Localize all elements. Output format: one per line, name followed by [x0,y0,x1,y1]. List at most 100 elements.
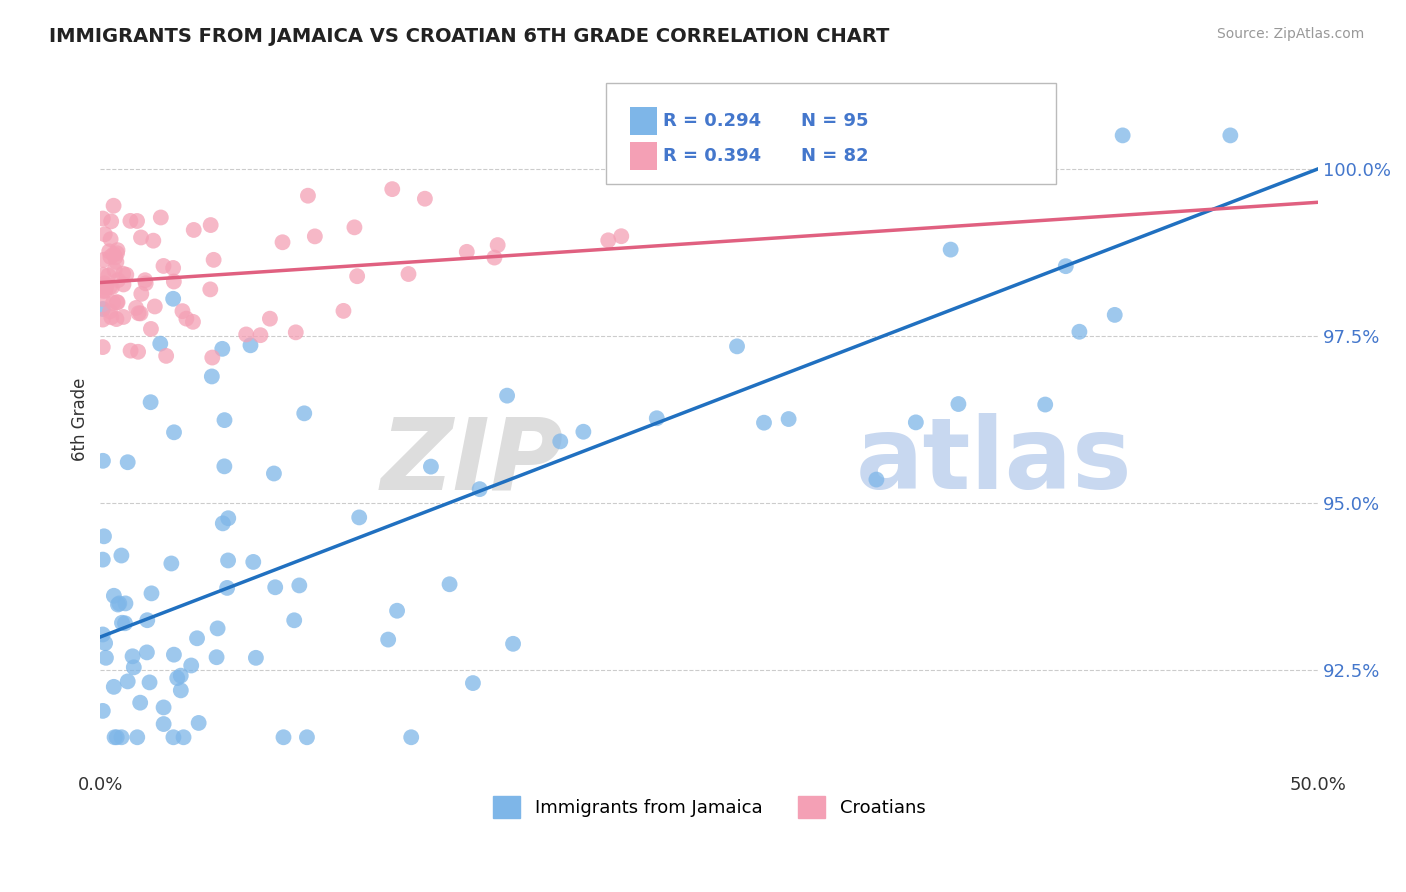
Point [103,731,125,745]
Point [139,322,162,336]
Point [97,268,120,283]
Point [461,676,484,690]
Point [264,580,287,594]
Point [284,326,307,340]
Point [101,280,124,294]
Point [122,660,145,674]
Point [105,295,128,310]
Point [162,260,184,275]
Point [149,336,172,351]
Point [263,467,285,481]
Legend: Immigrants from Jamaica, Croatians: Immigrants from Jamaica, Croatians [485,789,932,825]
Point [127,344,149,359]
Point [93,252,115,267]
Point [107,273,129,287]
Point [292,406,315,420]
Y-axis label: 6th Grade: 6th Grade [72,378,89,461]
Point [346,269,368,284]
Point [94,636,117,650]
Point [242,555,264,569]
Point [166,671,188,685]
Point [129,230,152,244]
Point [98,304,121,318]
Point [91,552,114,566]
Point [104,250,127,264]
Point [377,632,399,647]
Bar [630,142,657,170]
Point [217,511,239,525]
Text: R = 0.294: R = 0.294 [664,112,761,130]
FancyBboxPatch shape [606,83,1056,185]
Point [94,284,117,298]
Point [1069,325,1091,339]
Point [1054,259,1077,273]
Point [865,473,887,487]
Point [103,589,125,603]
Point [163,425,186,440]
Point [110,549,132,563]
Point [419,459,441,474]
Point [142,234,165,248]
Point [904,416,927,430]
Point [548,434,571,449]
Point [110,731,132,745]
Point [100,232,122,246]
Point [98,280,121,294]
Point [304,229,326,244]
Point [91,340,114,354]
Point [128,306,150,320]
Point [125,301,148,315]
Text: N = 95: N = 95 [800,112,868,130]
Point [214,459,236,474]
Point [572,425,595,439]
Point [398,267,420,281]
Point [456,244,478,259]
Point [91,627,114,641]
Point [645,411,668,425]
Point [111,615,134,630]
Point [259,311,281,326]
Point [1033,398,1056,412]
Point [170,683,193,698]
Point [127,731,149,745]
Point [249,328,271,343]
Point [152,259,174,273]
Point [91,454,114,468]
Point [160,557,183,571]
Point [114,596,136,610]
Text: N = 82: N = 82 [800,147,868,165]
Point [343,220,366,235]
Text: Source: ZipAtlas.com: Source: ZipAtlas.com [1216,27,1364,41]
Text: R = 0.394: R = 0.394 [664,147,761,165]
Point [297,188,319,202]
Point [725,339,748,353]
Point [138,675,160,690]
Point [201,369,224,384]
Point [91,211,114,226]
Point [91,704,114,718]
Point [181,315,204,329]
Point [104,263,127,277]
Point [686,167,709,181]
Point [205,650,228,665]
Point [105,312,128,326]
Point [100,250,122,264]
Point [107,598,129,612]
Point [105,255,128,269]
Point [1111,128,1133,143]
Point [117,455,139,469]
Point [163,275,186,289]
Point [105,731,128,745]
Point [413,192,436,206]
Point [131,286,153,301]
Point [105,246,128,260]
Point [187,715,209,730]
Point [101,295,124,310]
Point [94,650,117,665]
Point [502,637,524,651]
Point [271,235,294,250]
Point [121,649,143,664]
Text: atlas: atlas [855,413,1132,510]
Point [200,218,222,232]
Point [399,731,422,745]
